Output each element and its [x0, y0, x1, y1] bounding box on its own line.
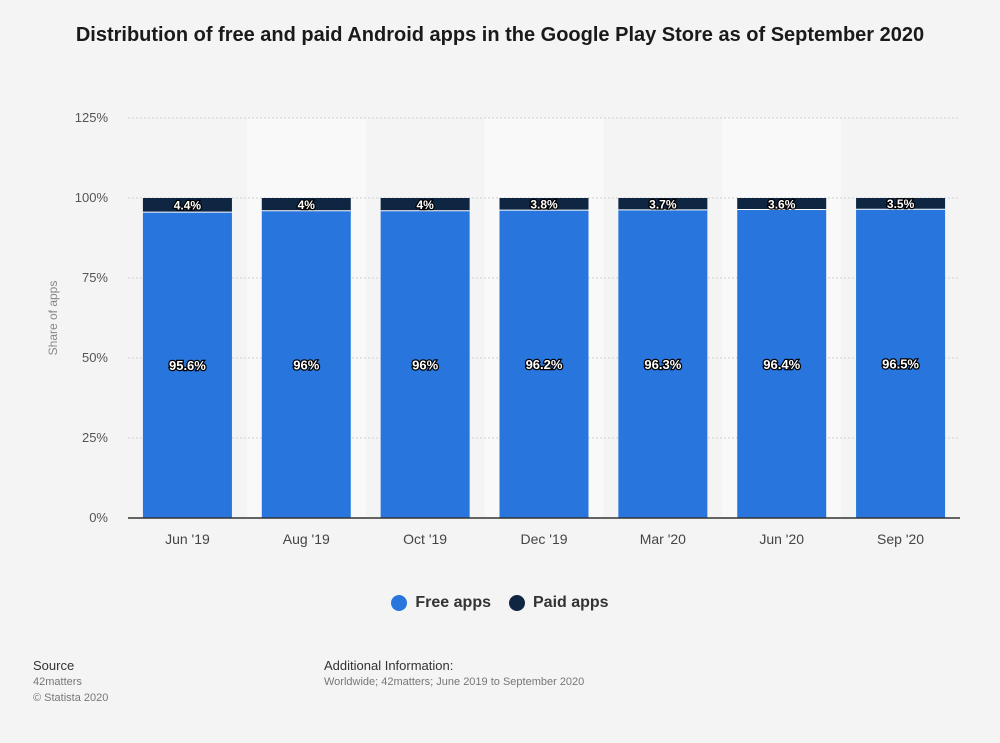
- y-tick-label: 125%: [75, 110, 109, 125]
- y-tick-label: 50%: [82, 350, 108, 365]
- bar-paid-apps: [499, 198, 589, 211]
- x-tick-label: Jun '20: [759, 531, 804, 547]
- y-tick-label: 25%: [82, 430, 108, 445]
- legend-item-free[interactable]: Free apps: [391, 594, 491, 612]
- y-axis-title: Share of apps: [46, 281, 60, 356]
- legend: Free apps Paid apps: [0, 594, 1000, 612]
- data-label-paid: 4%: [298, 198, 316, 212]
- bar-free-apps: [737, 209, 827, 518]
- data-label-free: 96%: [293, 357, 319, 372]
- bar-free-apps: [380, 210, 470, 519]
- footer-additional-info: Additional Information: Worldwide; 42mat…: [324, 658, 584, 690]
- x-tick-label: Dec '19: [520, 531, 567, 547]
- footer-source: Source 42matters © Statista 2020: [33, 658, 108, 706]
- source-heading: Source: [33, 658, 75, 673]
- info-heading[interactable]: Additional Information:: [324, 658, 454, 673]
- bar-free-apps: [499, 210, 589, 518]
- bar-paid-apps: [380, 198, 470, 211]
- data-label-free: 95.6%: [169, 358, 206, 373]
- data-label-free: 96%: [412, 357, 438, 372]
- data-label-paid: 3.8%: [530, 198, 558, 212]
- legend-marker-paid: [509, 595, 525, 611]
- bar-paid-apps: [618, 198, 708, 210]
- x-tick-label: Mar '20: [640, 531, 686, 547]
- info-text: Worldwide; 42matters; June 2019 to Septe…: [324, 676, 585, 688]
- legend-item-paid[interactable]: Paid apps: [509, 594, 609, 612]
- y-tick-label: 100%: [75, 190, 109, 205]
- bar-free-apps: [142, 212, 232, 518]
- x-tick-label: Jun '19: [165, 531, 210, 547]
- data-label-free: 96.3%: [644, 357, 681, 372]
- data-label-paid: 4%: [416, 198, 434, 212]
- data-label-free: 96.2%: [526, 357, 563, 372]
- data-label-free: 96.4%: [763, 357, 800, 372]
- data-label-free: 96.5%: [882, 357, 919, 372]
- bar-free-apps: [618, 209, 708, 518]
- bar-paid-apps: [856, 198, 946, 210]
- y-tick-label: 0%: [89, 510, 108, 525]
- x-tick-label: Sep '20: [877, 531, 924, 547]
- copyright[interactable]: © Statista 2020: [33, 692, 109, 704]
- stacked-bar-chart: 0% 25% 50% 75% 100% 125% Share of apps 95.6% 4.4…: [46, 110, 960, 547]
- data-label-paid: 3.5%: [887, 197, 915, 211]
- bar-paid-apps: [142, 198, 232, 213]
- y-tick-label: 75%: [82, 270, 108, 285]
- bar-free-apps: [261, 210, 351, 519]
- data-label-paid: 3.6%: [768, 197, 796, 211]
- legend-label-paid: Paid apps: [533, 594, 609, 611]
- legend-marker-free: [391, 595, 408, 611]
- data-label-paid: 4.4%: [174, 199, 202, 213]
- bar-paid-apps: [261, 198, 351, 211]
- x-tick-label: Oct '19: [403, 531, 447, 547]
- data-label-paid: 3.7%: [649, 197, 677, 211]
- legend-label-free: Free apps: [415, 594, 491, 611]
- bar-free-apps: [856, 209, 946, 518]
- x-tick-label: Aug '19: [283, 531, 330, 547]
- source-name[interactable]: 42matters: [33, 676, 82, 688]
- bar-paid-apps: [737, 198, 827, 210]
- chart-title: Distribution of free and paid Android ap…: [75, 24, 925, 46]
